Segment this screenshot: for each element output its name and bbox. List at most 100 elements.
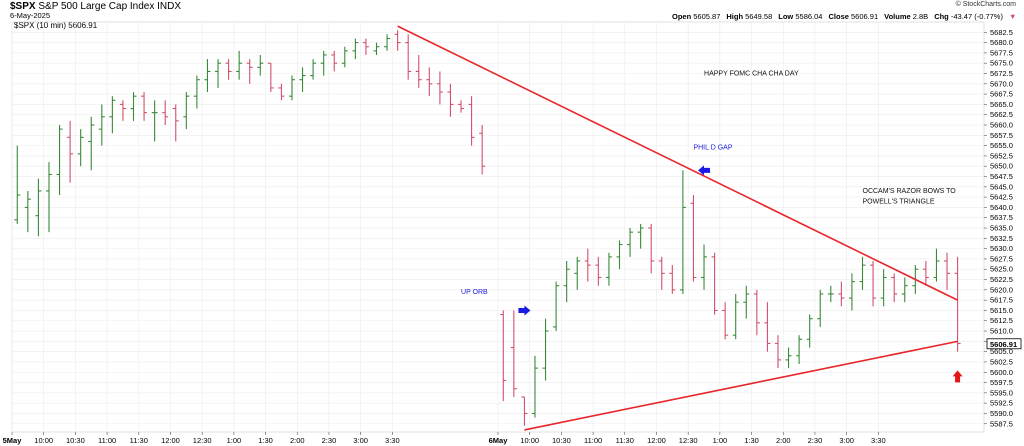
x-tick-label: 10:30 (66, 436, 85, 445)
y-tick-label: 5622.5 (990, 275, 1013, 284)
annotation-text: POWELL'S TRIANGLE (863, 198, 935, 205)
x-tick-label: 3:00 (353, 436, 368, 445)
ohlc-bar (743, 285, 750, 319)
ohlc-bar (56, 125, 63, 196)
ohlc-bar (405, 34, 412, 80)
y-tick-label: 5637.5 (990, 213, 1013, 222)
ohlc-bar (362, 38, 369, 55)
y-tick-label: 5617.5 (990, 296, 1013, 305)
ohlc-bar (753, 289, 760, 336)
ohlc-bar (859, 256, 866, 290)
x-tick-label: 3:30 (385, 436, 400, 445)
x-tick-label: 10:00 (34, 436, 53, 445)
ohlc-label-open: Open (672, 12, 694, 21)
ohlc-bar (67, 120, 74, 183)
ohlc-bar (732, 293, 739, 340)
y-tick-label: 5600.0 (990, 368, 1013, 377)
price-bars (14, 30, 961, 426)
y-tick-label: 5620.0 (990, 285, 1013, 294)
ohlc-bar (236, 50, 243, 80)
y-tick-label: 5655.0 (990, 141, 1013, 150)
y-tick-label: 5670.0 (990, 79, 1013, 88)
ohlc-bar (774, 335, 781, 369)
ohlc-bar (119, 100, 126, 121)
ohlc-bar (827, 285, 834, 303)
ohlc-bar (584, 248, 591, 282)
x-tick-label: 6May (489, 436, 509, 445)
ohlc-bar (204, 59, 211, 93)
ohlc-bar (531, 355, 538, 418)
ohlc-bar (669, 265, 676, 294)
ohlc-bar (521, 396, 528, 426)
ohlc-value-high: 5649.58 (745, 12, 773, 21)
ohlc-bar (257, 54, 264, 76)
symbol: $SPX (10, 1, 36, 12)
y-tick-label: 5590.0 (990, 409, 1013, 418)
y-tick-label: 5652.5 (990, 151, 1013, 160)
annotation-text: PHIL D GAP (693, 145, 732, 152)
ohlc-bar (637, 223, 644, 249)
arrow-left-icon (698, 165, 711, 176)
y-tick-label: 5625.0 (990, 265, 1013, 274)
series-legend: $SPX (10 min) 5606.91 (14, 21, 98, 30)
ohlc-bar (45, 162, 52, 233)
ohlc-label-chg: Chg (934, 12, 951, 21)
trendline-upper (397, 25, 958, 301)
y-tick-label: 5680.0 (990, 38, 1013, 47)
y-tick-label: 5682.5 (990, 28, 1013, 37)
ohlc-bar (458, 100, 465, 113)
ohlc-readout: Open 5605.87 High 5649.58 Low 5586.04 Close… (672, 12, 1016, 21)
y-tick-label: 5640.0 (990, 203, 1013, 212)
y-tick-label: 5592.5 (990, 399, 1013, 408)
ohlc-bar (806, 314, 813, 348)
y-tick-label: 5660.0 (990, 121, 1013, 130)
x-tick-label: 11:30 (130, 436, 148, 445)
y-tick-label: 5605.0 (990, 347, 1013, 356)
chart-date: 6-May-2025 (10, 11, 51, 20)
ohlc-bar (267, 62, 274, 93)
annotation-text: UP ORB (461, 289, 488, 296)
ohlc-bar (151, 100, 158, 142)
x-tick-label: 1:30 (744, 436, 759, 445)
x-tick-label: 2:30 (808, 436, 823, 445)
y-tick-label: 5665.0 (990, 100, 1013, 109)
ohlc-bar (288, 75, 295, 101)
ohlc-bar (595, 256, 602, 286)
ohlc-bar (35, 178, 42, 237)
ohlc-value-low: 5586.04 (795, 12, 823, 21)
y-tick-label: 5650.0 (990, 162, 1013, 171)
y-tick-label: 5630.0 (990, 244, 1013, 253)
ohlc-bar (722, 302, 729, 340)
ohlc-bar (764, 302, 771, 352)
x-tick-label: 2:00 (290, 436, 305, 445)
ohlc-bar (310, 59, 317, 80)
y-tick-label: 5677.5 (990, 48, 1013, 57)
last-price-box (986, 338, 1022, 350)
ohlc-bar (574, 256, 581, 290)
y-tick-label: 5672.5 (990, 69, 1013, 78)
ohlc-bar (341, 46, 348, 68)
ohlc-bar (468, 96, 475, 146)
x-tick-label: 1:30 (258, 436, 273, 445)
ohlc-label-close: Close (828, 12, 851, 21)
ohlc-bar (944, 252, 951, 290)
ohlc-bar (933, 248, 940, 282)
ohlc-bar (415, 54, 422, 88)
copyright: © StockCharts.com (955, 1, 1016, 8)
ohlc-bar (109, 96, 116, 134)
ohlc-bar (278, 83, 285, 101)
y-tick-label: 5597.5 (990, 378, 1013, 387)
trendlines (397, 25, 958, 431)
annotation-text: OCCAM'S RAZOR BOWS TO (863, 188, 957, 195)
x-tick-label: 11:00 (584, 436, 602, 445)
ohlc-bar (870, 260, 877, 307)
ohlc-bar (848, 273, 855, 311)
ohlc-bar (384, 34, 391, 51)
x-tick-label: 2:30 (322, 436, 337, 445)
ohlc-bar (162, 100, 169, 126)
x-tick-label: 12:00 (161, 436, 180, 445)
ohlc-bar (500, 310, 507, 402)
y-tick-label: 5610.0 (990, 327, 1013, 336)
y-tick-label: 5667.5 (990, 90, 1013, 99)
